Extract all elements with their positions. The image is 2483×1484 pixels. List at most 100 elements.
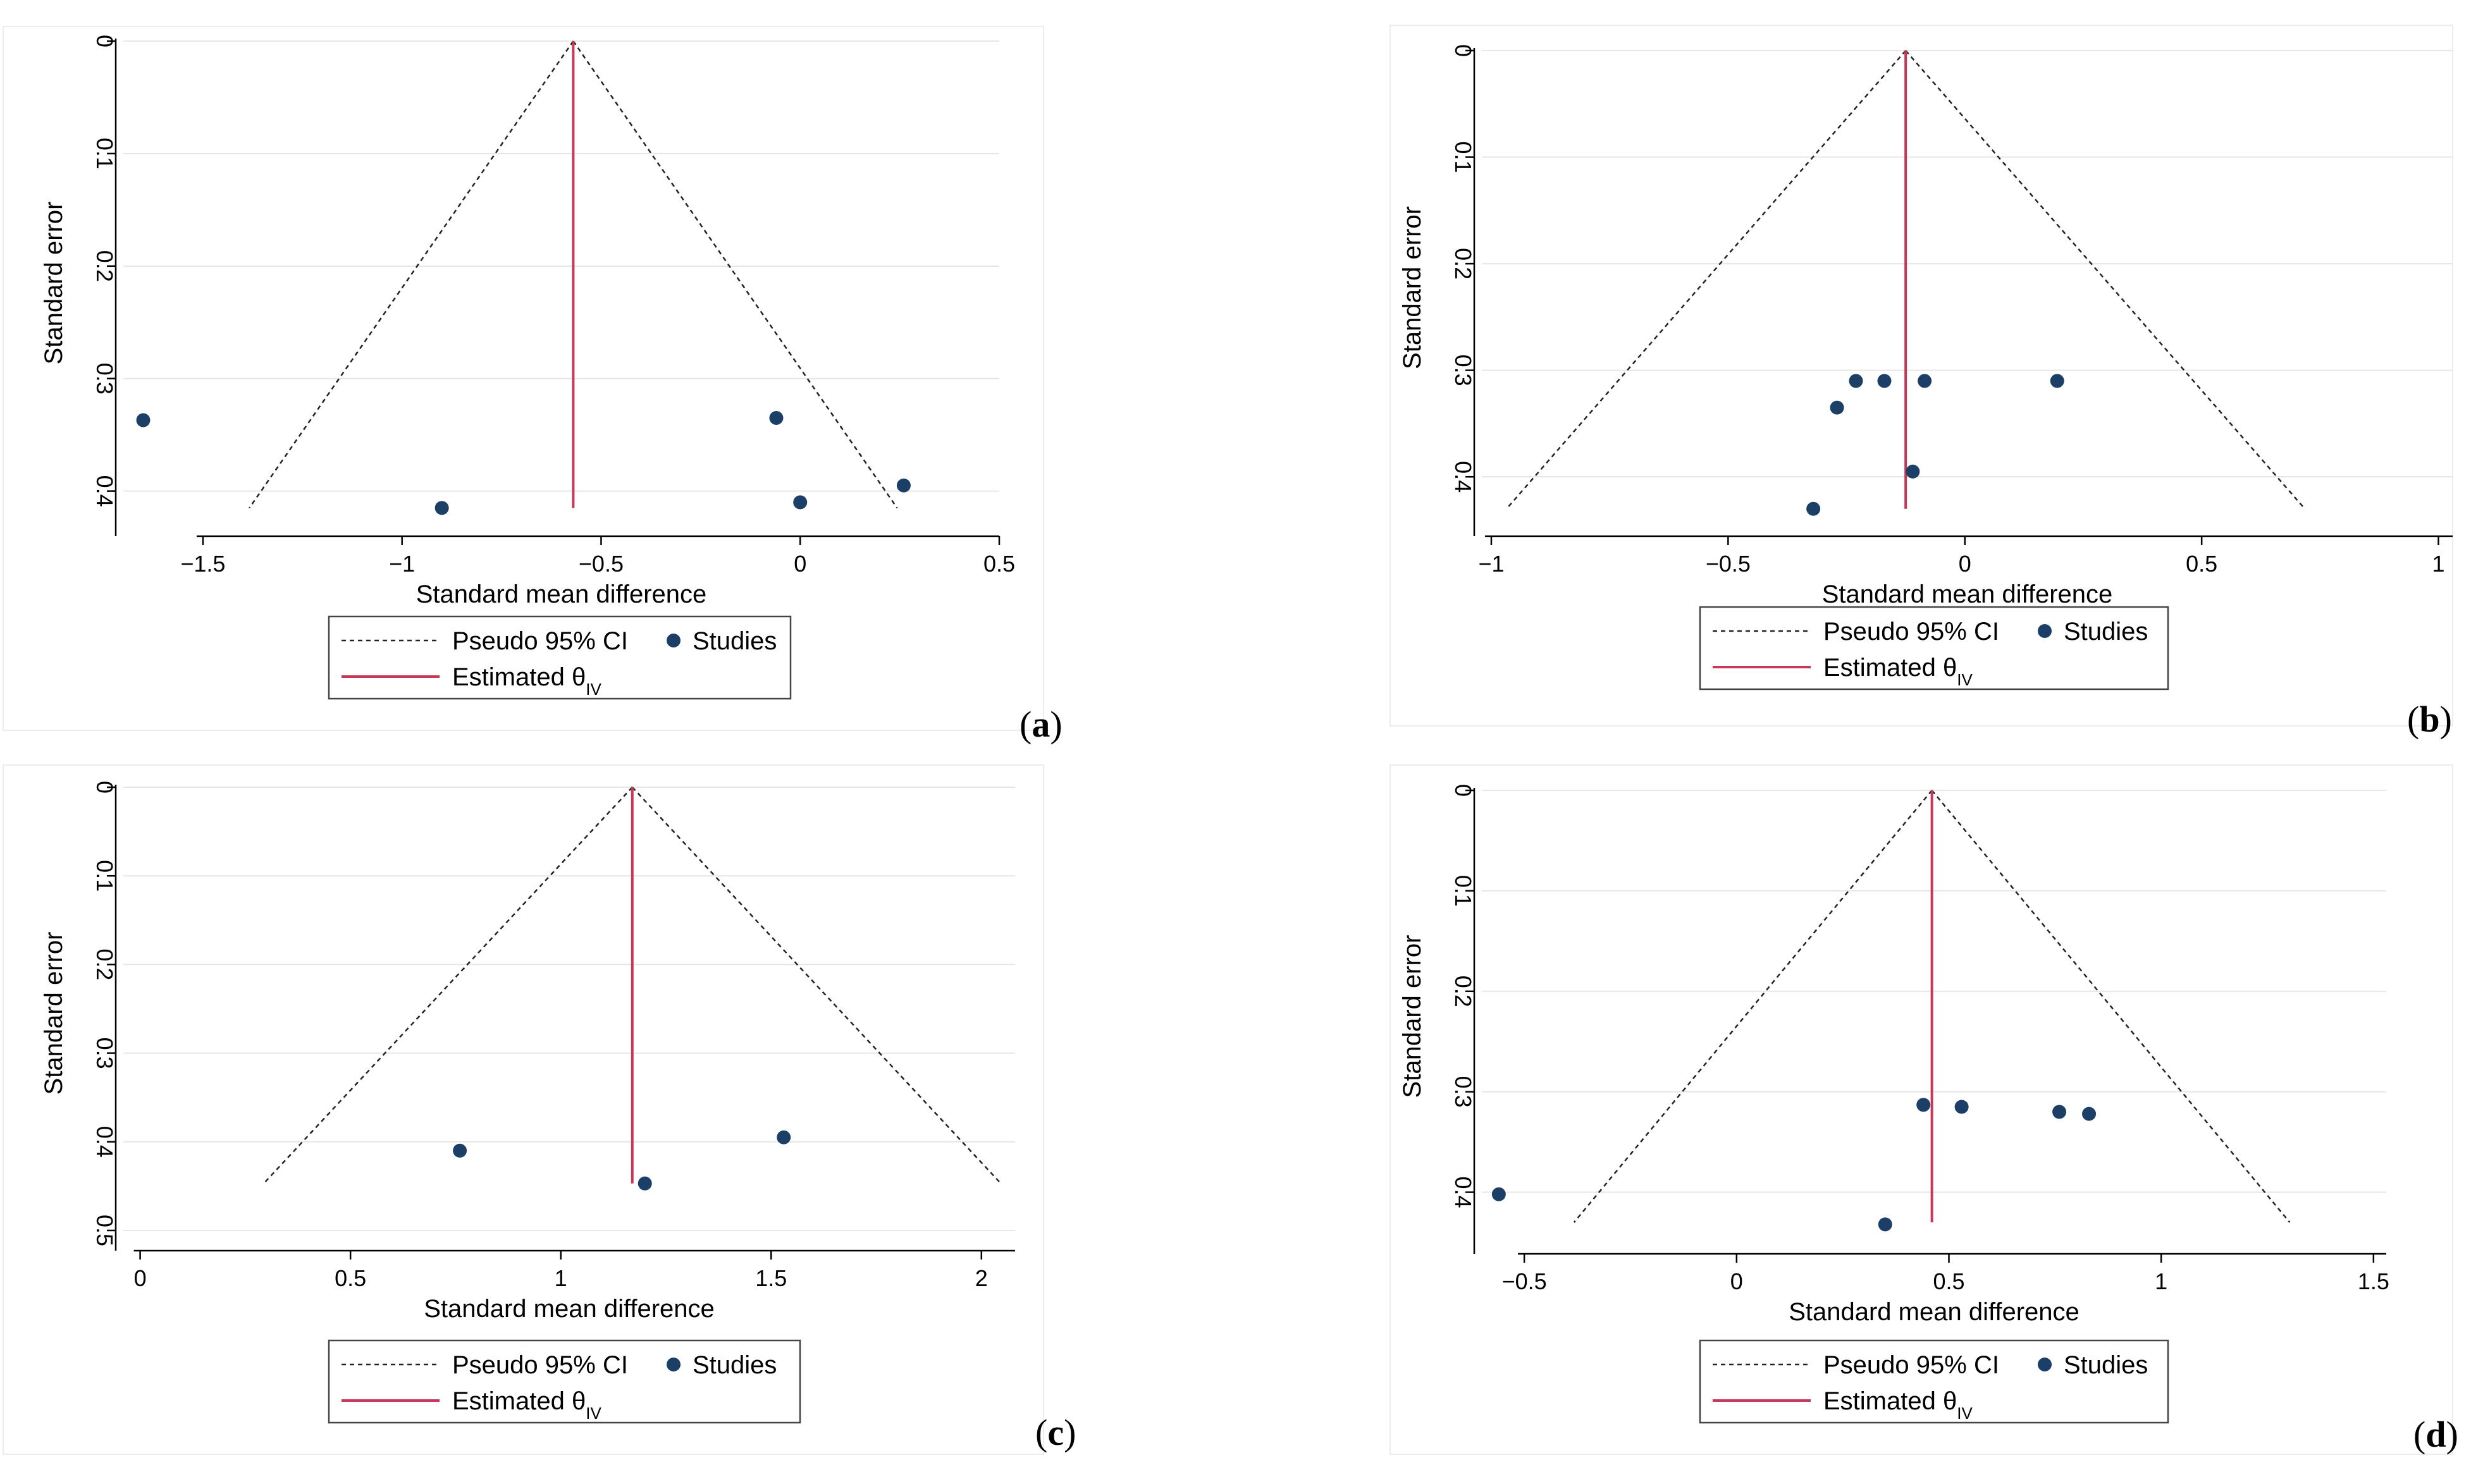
- y-tick-label: 0.2: [1450, 976, 1476, 1007]
- legend-estimate-subscript: IV: [1957, 670, 1973, 689]
- x-tick-label: 2: [975, 1265, 988, 1291]
- x-tick-label: −0.5: [579, 551, 624, 577]
- x-tick-label: 0: [794, 551, 806, 577]
- y-tick-label: 0.5: [92, 1215, 118, 1246]
- x-tick-label: −1.5: [180, 551, 225, 577]
- x-tick-label: 1.5: [2358, 1268, 2389, 1294]
- x-tick-label: −1: [389, 551, 415, 577]
- y-tick-label: 0.4: [92, 1126, 118, 1158]
- study-point: [1916, 1098, 1931, 1112]
- panel-frame: [1389, 25, 2453, 727]
- x-tick-label: 0.5: [983, 551, 1015, 577]
- study-point: [136, 413, 151, 427]
- legend-studies-label: Studies: [693, 627, 777, 655]
- legend-box: [328, 1339, 801, 1424]
- x-axis-label: Standard mean difference: [1789, 1298, 2079, 1326]
- y-tick-label: 0.1: [92, 860, 118, 892]
- x-tick-label: −0.5: [1502, 1268, 1547, 1294]
- legend-studies-swatch: [667, 634, 681, 647]
- x-tick-label: 0: [134, 1265, 147, 1291]
- ci-line-right: [572, 40, 898, 509]
- study-point: [453, 1143, 467, 1158]
- x-tick-label: −0.5: [1706, 551, 1751, 577]
- y-tick-label: 0.1: [92, 138, 118, 169]
- panel-label-a: (a): [1020, 704, 1063, 745]
- x-tick-label: 0.5: [2186, 551, 2217, 577]
- study-point: [1491, 1187, 1506, 1201]
- legend-ci-label: Pseudo 95% CI: [452, 1351, 628, 1379]
- x-tick-label: 0.5: [335, 1265, 366, 1291]
- study-point: [769, 410, 784, 425]
- y-tick-label: 0: [1450, 784, 1476, 797]
- legend-studies-swatch: [667, 1358, 681, 1371]
- x-tick-label: 0.5: [1933, 1268, 1964, 1294]
- y-tick-label: 0: [92, 35, 118, 47]
- funnel-plot-a: 0 0.1 0.2 0.3 0.4 −1.5 −1 −0.5 0 0.5 Standard mean…: [0, 0, 1240, 745]
- y-axis-label: Standard error: [1398, 935, 1426, 1098]
- study-point: [1849, 374, 1863, 388]
- panel-frame: [3, 764, 1044, 1455]
- x-axis-label: Standard mean difference: [416, 580, 707, 608]
- y-tick-label: 0: [92, 781, 118, 794]
- legend-studies-swatch: [2038, 1358, 2052, 1371]
- y-tick-label: 0.1: [1450, 875, 1476, 907]
- legend-ci-label: Pseudo 95% CI: [1823, 1351, 1999, 1379]
- study-point: [1830, 400, 1844, 415]
- funnel-plot-c-svg: 0 0.1 0.2 0.3 0.4 0.5 0 0.5 1 1.5 2 Standard mean d…: [3, 764, 1044, 1455]
- study-point: [1877, 374, 1892, 388]
- panel-frame: [3, 26, 1044, 731]
- y-tick-label: 0.2: [92, 948, 118, 980]
- legend-studies-label: Studies: [2064, 618, 2148, 646]
- legend-estimate-subscript: IV: [586, 1404, 601, 1423]
- ci-line-left: [263, 787, 633, 1184]
- y-tick-label: 0: [1450, 44, 1476, 57]
- x-tick-label: 0: [1959, 551, 1971, 577]
- legend-studies-label: Studies: [693, 1351, 777, 1379]
- x-tick-label: 1: [2432, 551, 2445, 577]
- ci-line-left: [1573, 790, 1933, 1223]
- funnel-plot-d: 0 0.1 0.2 0.3 0.4 −0.5 0 0.5 1 1.5 Standard mean d…: [1242, 743, 2483, 1484]
- y-tick-label: 0.4: [1450, 461, 1476, 493]
- legend-studies-label: Studies: [2064, 1351, 2148, 1379]
- study-point: [434, 501, 449, 515]
- y-axis-label: Standard error: [40, 202, 68, 365]
- study-point: [896, 478, 911, 493]
- legend-box: [1699, 606, 2169, 690]
- study-point: [1878, 1217, 1892, 1232]
- study-point: [2082, 1107, 2097, 1121]
- x-tick-label: 1: [555, 1265, 567, 1291]
- x-axis-label: Standard mean difference: [424, 1295, 715, 1323]
- y-tick-label: 0.2: [92, 250, 118, 282]
- legend-ci-label: Pseudo 95% CI: [1823, 618, 1999, 646]
- legend-box: [328, 615, 792, 700]
- panel-frame: [1389, 764, 2453, 1455]
- y-tick-label: 0.2: [1450, 248, 1476, 279]
- y-tick-label: 0.3: [1450, 1076, 1476, 1108]
- study-point: [793, 495, 808, 510]
- study-point: [1806, 501, 1821, 516]
- study-point: [1954, 1100, 1969, 1114]
- x-axis-label: Standard mean difference: [1822, 580, 2113, 608]
- legend-estimate-subscript: IV: [586, 680, 601, 699]
- study-point: [2052, 1105, 2067, 1119]
- study-point: [1918, 374, 1932, 388]
- legend-estimate-subscript: IV: [1957, 1404, 1973, 1423]
- funnel-plot-b-svg: 0 0.1 0.2 0.3 0.4 −1 −0.5 0 0.5 1 Standard mean di…: [1389, 25, 2453, 727]
- y-axis-label: Standard error: [1398, 206, 1426, 369]
- y-tick-label: 0.3: [1450, 355, 1476, 386]
- y-tick-label: 0.1: [1450, 142, 1476, 173]
- study-point: [1906, 464, 1920, 479]
- y-tick-label: 0.3: [92, 363, 118, 395]
- funnel-plot-b: 0 0.1 0.2 0.3 0.4 −1 −0.5 0 0.5 1 Standard mean di…: [1242, 0, 2483, 743]
- panel-label-b: (b): [2407, 699, 2452, 740]
- x-tick-label: 1: [2155, 1268, 2167, 1294]
- study-point: [2050, 374, 2064, 388]
- y-axis-label: Standard error: [40, 932, 68, 1095]
- ci-line-right: [1905, 50, 2306, 510]
- ci-line-right: [1931, 790, 2291, 1223]
- study-point: [777, 1130, 791, 1144]
- ci-line-left: [249, 40, 574, 509]
- legend-studies-swatch: [2038, 624, 2052, 638]
- y-tick-label: 0.4: [92, 475, 118, 507]
- study-point: [638, 1176, 652, 1191]
